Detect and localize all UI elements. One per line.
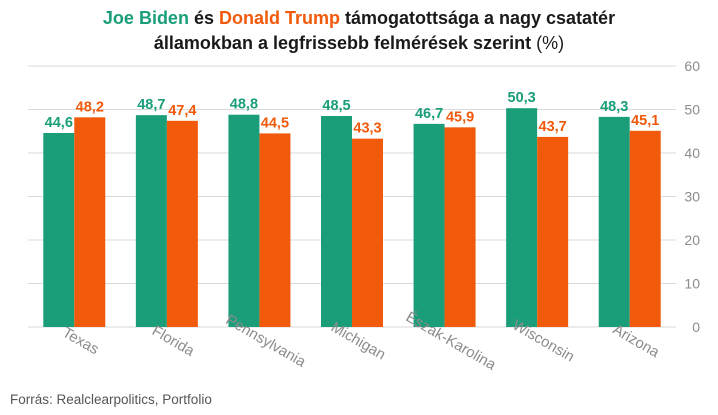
value-label-trump: 43,7 — [539, 119, 567, 135]
title-line2: államokban a legfrissebb felmérések szer… — [153, 33, 532, 53]
title-connector: és — [188, 8, 219, 28]
bar-trump-6 — [629, 130, 661, 327]
bar-biden-3 — [321, 116, 352, 328]
bar-biden-5 — [506, 108, 538, 327]
bar-biden-2 — [228, 114, 260, 327]
chart-title-line1: Joe Biden és Donald Trump támogatottsága… — [0, 6, 718, 31]
bar-biden-0 — [43, 132, 75, 327]
bar-trump-5 — [537, 136, 569, 327]
value-label-biden: 48,8 — [230, 97, 258, 113]
title-unit: (%) — [536, 33, 565, 53]
y-tick-label: 40 — [684, 145, 700, 161]
value-label-trump: 45,1 — [631, 113, 659, 129]
y-tick-label: 60 — [684, 58, 700, 74]
title-trump: Donald Trump — [218, 8, 340, 28]
bar-biden-1 — [135, 115, 167, 327]
value-label-trump: 47,4 — [168, 103, 196, 119]
bar-biden-6 — [598, 116, 630, 328]
value-label-biden: 48,7 — [137, 97, 165, 113]
value-label-biden: 48,3 — [600, 99, 628, 115]
chart-title: Joe Biden és Donald Trump támogatottsága… — [0, 6, 718, 56]
y-tick-label: 20 — [684, 232, 700, 248]
value-label-trump: 45,9 — [446, 109, 474, 125]
bar-trump-0 — [74, 117, 106, 327]
value-label-trump: 48,2 — [76, 99, 104, 115]
y-tick-label: 0 — [692, 319, 700, 335]
bar-trump-2 — [259, 133, 291, 327]
value-label-biden: 46,7 — [415, 106, 443, 122]
y-tick-label: 30 — [684, 189, 700, 205]
title-biden: Joe Biden — [102, 8, 189, 28]
bar-trump-1 — [166, 120, 198, 327]
y-tick-label: 10 — [684, 276, 700, 292]
value-label-biden: 50,3 — [508, 90, 536, 106]
y-tick-label: 50 — [684, 102, 700, 118]
chart-title-line2: államokban a legfrissebb felmérések szer… — [0, 31, 718, 56]
value-label-trump: 44,5 — [261, 115, 289, 131]
x-tick-label: Texas — [59, 324, 101, 358]
value-label-biden: 44,6 — [45, 115, 73, 131]
bar-trump-4 — [444, 127, 476, 328]
bar-biden-4 — [413, 123, 445, 327]
x-tick-label: Florida — [149, 322, 198, 360]
title-line1-rest: támogatottsága a nagy csatatér — [339, 8, 616, 28]
source-note: Forrás: Realclearpolitics, Portfolio — [10, 392, 212, 407]
value-label-trump: 43,3 — [353, 121, 381, 137]
value-label-biden: 48,5 — [322, 98, 350, 114]
bar-trump-3 — [352, 138, 383, 327]
